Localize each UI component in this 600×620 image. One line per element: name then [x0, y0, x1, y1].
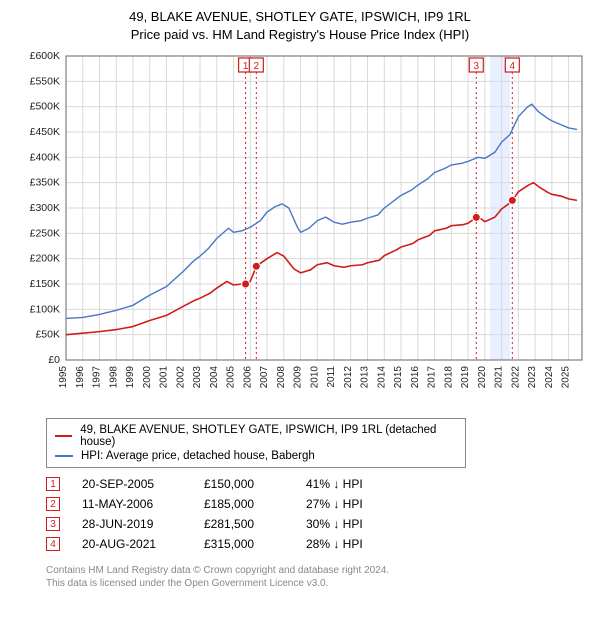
svg-text:£550K: £550K [30, 76, 60, 88]
svg-text:£0: £0 [48, 354, 60, 366]
svg-text:2015: 2015 [393, 366, 404, 389]
svg-text:1996: 1996 [75, 366, 86, 389]
legend-swatch [55, 455, 73, 457]
svg-text:2010: 2010 [309, 366, 320, 389]
svg-text:£300K: £300K [30, 202, 60, 214]
svg-text:2008: 2008 [276, 366, 287, 389]
price-chart: £0 £50K £100K £150K £200K £250K £300K £350K £400… [12, 50, 588, 410]
transaction-marker: 4 [46, 537, 60, 551]
svg-text:£500K: £500K [30, 101, 60, 113]
svg-text:£200K: £200K [30, 253, 60, 265]
svg-text:£250K: £250K [30, 228, 60, 240]
transaction-delta: 27% ↓ HPI [306, 497, 396, 511]
transaction-delta: 28% ↓ HPI [306, 537, 396, 551]
svg-text:2007: 2007 [259, 366, 270, 389]
legend-label: HPI: Average price, detached house, Babe… [81, 450, 315, 462]
transaction-row: 1 20-SEP-2005 £150,000 41% ↓ HPI [46, 474, 588, 494]
svg-text:2011: 2011 [326, 366, 337, 388]
transaction-date: 11-MAY-2006 [82, 497, 182, 511]
title-line-2: Price paid vs. HM Land Registry's House … [12, 26, 588, 44]
svg-text:£400K: £400K [30, 152, 60, 164]
chart-title: 49, BLAKE AVENUE, SHOTLEY GATE, IPSWICH,… [12, 8, 588, 44]
transaction-row: 4 20-AUG-2021 £315,000 28% ↓ HPI [46, 534, 588, 554]
transaction-row: 2 11-MAY-2006 £185,000 27% ↓ HPI [46, 494, 588, 514]
legend-swatch [55, 435, 72, 437]
svg-text:3: 3 [474, 61, 480, 72]
transaction-price: £150,000 [204, 477, 284, 491]
svg-text:1995: 1995 [58, 366, 69, 389]
svg-text:2002: 2002 [175, 366, 186, 389]
svg-text:2016: 2016 [410, 366, 421, 389]
svg-text:2012: 2012 [343, 366, 354, 389]
svg-text:2025: 2025 [561, 366, 572, 389]
transaction-price: £185,000 [204, 497, 284, 511]
footnote: Contains HM Land Registry data © Crown c… [46, 564, 588, 590]
transaction-date: 20-SEP-2005 [82, 477, 182, 491]
svg-text:2006: 2006 [242, 366, 253, 389]
transaction-price: £281,500 [204, 517, 284, 531]
svg-text:2014: 2014 [376, 366, 387, 389]
transaction-price: £315,000 [204, 537, 284, 551]
transaction-marker: 3 [46, 517, 60, 531]
svg-text:£350K: £350K [30, 177, 60, 189]
svg-text:2000: 2000 [142, 366, 153, 389]
title-line-1: 49, BLAKE AVENUE, SHOTLEY GATE, IPSWICH,… [12, 8, 588, 26]
transaction-date: 28-JUN-2019 [82, 517, 182, 531]
svg-text:1999: 1999 [125, 366, 136, 389]
svg-text:2020: 2020 [477, 366, 488, 389]
svg-text:2004: 2004 [209, 366, 220, 389]
svg-text:£450K: £450K [30, 126, 60, 138]
transaction-marker: 1 [46, 477, 60, 491]
chart-legend: 49, BLAKE AVENUE, SHOTLEY GATE, IPSWICH,… [46, 418, 466, 468]
transaction-delta: 30% ↓ HPI [306, 517, 396, 531]
svg-text:£100K: £100K [30, 304, 60, 316]
transaction-table: 1 20-SEP-2005 £150,000 41% ↓ HPI 2 11-MAY-200… [46, 474, 588, 554]
svg-text:2021: 2021 [494, 366, 505, 389]
svg-text:2001: 2001 [159, 366, 170, 389]
legend-row: 49, BLAKE AVENUE, SHOTLEY GATE, IPSWICH,… [55, 423, 457, 449]
transaction-marker: 2 [46, 497, 60, 511]
legend-row: HPI: Average price, detached house, Babe… [55, 449, 457, 463]
transaction-delta: 41% ↓ HPI [306, 477, 396, 491]
svg-text:2024: 2024 [544, 366, 555, 389]
svg-text:2023: 2023 [527, 366, 538, 389]
svg-text:1997: 1997 [92, 366, 103, 389]
svg-text:£150K: £150K [30, 278, 60, 290]
svg-text:2017: 2017 [427, 366, 438, 389]
svg-text:2013: 2013 [360, 366, 371, 389]
svg-text:1: 1 [243, 61, 249, 72]
svg-text:1998: 1998 [108, 366, 119, 389]
svg-text:2005: 2005 [226, 366, 237, 389]
svg-text:2022: 2022 [510, 366, 521, 389]
footnote-line-1: Contains HM Land Registry data © Crown c… [46, 564, 588, 577]
footnote-line-2: This data is licensed under the Open Gov… [46, 577, 588, 590]
svg-text:£50K: £50K [35, 329, 60, 341]
svg-text:2003: 2003 [192, 366, 203, 389]
svg-text:2: 2 [254, 61, 260, 72]
svg-text:2018: 2018 [443, 366, 454, 389]
svg-text:2009: 2009 [293, 366, 304, 389]
transaction-date: 20-AUG-2021 [82, 537, 182, 551]
svg-text:£600K: £600K [30, 50, 60, 62]
legend-label: 49, BLAKE AVENUE, SHOTLEY GATE, IPSWICH,… [80, 424, 457, 448]
svg-text:2019: 2019 [460, 366, 471, 389]
transaction-row: 3 28-JUN-2019 £281,500 30% ↓ HPI [46, 514, 588, 534]
svg-text:4: 4 [510, 61, 516, 72]
